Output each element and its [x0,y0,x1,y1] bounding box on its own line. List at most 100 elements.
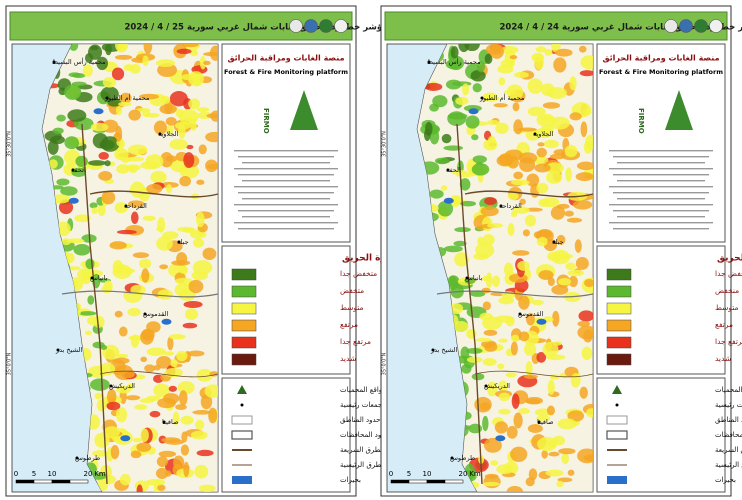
description-line [617,162,705,164]
scale-label: 10 [423,470,432,478]
risk-patch [577,320,590,327]
risk-patch [189,230,207,239]
legend-label: الطرق السريعة [340,446,385,454]
risk-patch [165,117,177,126]
place-label: جبلة [552,238,564,246]
risk-patch [470,290,486,297]
district-symbol [606,415,628,425]
risk-patch [98,171,113,181]
settlement [484,384,488,388]
risk-patch [484,53,493,65]
risk-patch [575,257,589,270]
risk-patch [498,408,511,415]
risk-patch [470,70,486,82]
place-label: طرطوس [450,454,475,462]
risk-patch [472,155,487,164]
description-line [617,198,705,200]
risk-patch [517,127,537,132]
logo-tree [290,90,318,130]
description-line [238,210,334,212]
risk-patch [480,206,499,217]
risk-patch [451,169,468,175]
risk-areas [44,44,218,492]
risk-patch [143,44,153,55]
risk-patch [484,342,498,352]
risk-patch [169,91,188,107]
risk-patch [144,364,156,373]
risk-patch [485,272,493,288]
risk-patch [98,151,109,160]
risk-patch [67,109,87,122]
risk-patch [484,197,497,206]
risk-patch [506,425,518,439]
risk-patch [567,410,585,422]
risk-patch [487,135,497,149]
risk-patch [561,452,569,465]
risk-patch [482,481,500,487]
risk-patch [68,72,81,78]
place-label: الحفة [71,166,86,174]
risk-patch [182,44,199,48]
risk-patch [208,407,218,424]
risk-patch [181,431,188,443]
risk-patch [440,185,448,191]
description-line [609,168,713,170]
risk-patch [549,374,560,380]
description-line [609,222,713,224]
risk-patch [482,357,497,366]
risk-patch [115,407,128,423]
risk-patch [198,484,216,492]
map-title: مؤشر خطورة الحريق لغابات شمال غربي سورية… [124,23,387,33]
description-line [234,222,338,224]
risk-patch [536,182,549,194]
settlement [446,168,450,172]
risk-patch [466,356,483,363]
risk-patch [498,392,511,402]
risk-patch [187,350,205,357]
risk-patch [486,381,498,397]
risk-patch [580,55,593,70]
risk-patch [194,464,209,479]
risk-patch [206,163,218,170]
risk-patch [569,112,582,121]
risk-patch [142,215,156,221]
risk-patch [159,264,169,270]
risk-patch [182,227,196,233]
risk-patch [455,96,469,106]
description-line [238,228,334,230]
risk-patch [490,460,499,466]
settlement [109,384,113,388]
risk-patch [186,144,194,150]
settlement-symbol [240,403,244,407]
coordinate-label: 35°30'0"N [382,131,388,157]
settlement [552,240,556,244]
risk-patch [145,154,164,169]
risk-patch [479,402,491,411]
risk-patch [130,450,142,459]
scale-segment [69,479,89,484]
risk-patch [189,49,198,57]
legend-swatch [606,353,632,366]
risk-patch [547,379,555,395]
risk-patch [110,445,120,460]
risk-patch [87,295,95,305]
settlement [499,204,503,208]
risk-patch [536,351,547,363]
risk-patch [558,448,576,455]
risk-patch [191,270,209,281]
risk-patch [518,295,530,310]
scale-segment [33,479,53,484]
risk-patch [518,408,530,415]
risk-areas [419,44,593,492]
settlement [177,240,181,244]
settlement [90,276,94,280]
risk-patch [155,467,169,479]
risk-patch [498,77,506,86]
settlement [71,168,75,172]
risk-patch [125,395,141,401]
risk-patch [114,310,123,318]
risk-patch [163,351,175,356]
risk-patch [535,127,554,139]
risk-patch [494,421,508,434]
risk-patch [113,357,130,364]
